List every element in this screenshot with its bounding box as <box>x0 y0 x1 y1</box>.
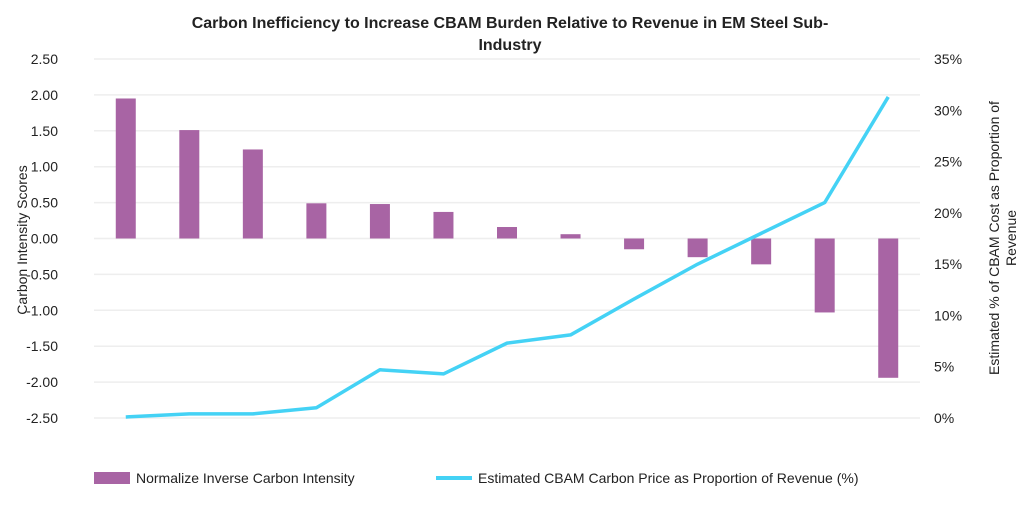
left-tick-label: 2.50 <box>31 51 58 67</box>
bar <box>306 203 327 239</box>
bar <box>433 211 454 239</box>
legend-bar-label: Normalize Inverse Carbon Intensity <box>136 470 355 486</box>
left-tick-label: -1.00 <box>26 302 58 318</box>
right-tick-label: 15% <box>934 256 962 272</box>
bar <box>242 149 263 239</box>
right-axis-label-line1: Estimated % of CBAM Cost as Proportion o… <box>986 101 1002 375</box>
right-tick-label: 0% <box>934 410 954 426</box>
right-tick-label: 5% <box>934 359 954 375</box>
legend-bar-swatch <box>94 472 130 484</box>
right-tick-label: 20% <box>934 205 962 221</box>
right-tick-label: 30% <box>934 102 962 118</box>
left-tick-label: -1.50 <box>26 338 58 354</box>
left-tick-label: -2.00 <box>26 374 58 390</box>
left-axis-label: Carbon Intensity Scores <box>14 165 30 314</box>
right-axis-label-line2: Revenue <box>1003 210 1019 266</box>
left-tick-label: 1.50 <box>31 123 58 139</box>
chart-title-line1: Carbon Inefficiency to Increase CBAM Bur… <box>192 15 829 32</box>
chart-title-line2: Industry <box>478 37 541 54</box>
bar <box>687 238 708 258</box>
bar <box>115 98 136 239</box>
bar <box>497 227 517 239</box>
right-axis-ticks: 35% 30% 25% 20% 15% 10% 5% 0% <box>934 51 962 426</box>
left-axis-ticks: 2.50 2.00 1.50 1.00 0.50 0.00 -0.50 -1.00 -1.50 -… <box>26 51 58 426</box>
bar <box>751 238 772 265</box>
bar <box>878 238 899 378</box>
bar <box>814 238 835 313</box>
left-tick-label: 2.00 <box>31 87 58 103</box>
bar <box>369 204 390 239</box>
legend-line-label: Estimated CBAM Carbon Price as Proportio… <box>478 470 859 486</box>
left-tick-label: 1.00 <box>31 159 58 175</box>
right-tick-label: 35% <box>934 51 962 67</box>
right-tick-label: 10% <box>934 307 962 323</box>
left-tick-label: -0.50 <box>26 266 58 282</box>
right-tick-label: 25% <box>934 154 962 170</box>
left-tick-label: 0.00 <box>31 231 58 247</box>
legend: Normalize Inverse Carbon Intensity Estim… <box>94 470 859 486</box>
bar <box>624 238 645 250</box>
line-series <box>125 96 890 419</box>
bar <box>179 130 200 239</box>
left-tick-label: 0.50 <box>31 195 58 211</box>
bar-series <box>115 98 899 378</box>
bar <box>560 234 581 239</box>
series-line <box>125 96 890 419</box>
left-tick-label: -2.50 <box>26 410 58 426</box>
